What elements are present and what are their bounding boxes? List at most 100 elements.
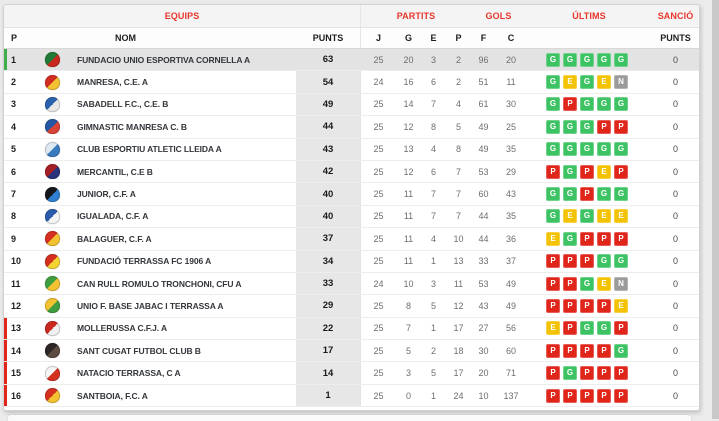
result-box-g: G (546, 75, 560, 90)
points-value: 42 (296, 160, 360, 183)
points-value: 14 (296, 362, 360, 384)
lost-value: 8 (455, 144, 461, 155)
team-row[interactable]: 3 SABADELL F.C., C.E. B 49 25 14 7 4 61 30 G P G G G 0 (4, 93, 699, 117)
result-box-p: P (580, 187, 594, 202)
result-box-p: P (546, 254, 560, 269)
position-number: 11 (11, 278, 21, 289)
result-box-p: P (563, 388, 577, 403)
points-value: 43 (296, 138, 360, 160)
won-value: 11 (403, 211, 414, 222)
won-value: 10 (403, 278, 414, 289)
points-value: 44 (296, 116, 360, 138)
team-row[interactable]: 2 MANRESA, C.E. A 54 24 16 6 2 51 11 G E G E N 0 (4, 71, 699, 94)
team-name: FUNDACIO UNIO ESPORTIVA CORNELLA A (77, 54, 251, 65)
result-box-g: G (563, 187, 577, 202)
position-number: 7 (11, 189, 17, 200)
drawn-value: 3 (430, 278, 436, 289)
played-value: 25 (360, 362, 396, 384)
result-box-n: N (614, 276, 628, 291)
team-row[interactable]: 5 CLUB ESPORTIU ATLETIC LLEIDA A 43 25 13 4 8 4… (4, 138, 699, 161)
goals-against-value: 11 (506, 77, 516, 88)
standings-table-body: 1 FUNDACIO UNIO ESPORTIVA CORNELLA A 63 25 2… (4, 49, 699, 408)
goals-for-value: 43 (478, 300, 489, 311)
result-box-g: G (580, 142, 594, 157)
result-box-p: P (546, 276, 560, 291)
result-box-g: G (563, 366, 577, 381)
result-box-g: G (546, 52, 560, 67)
position-number: 12 (11, 300, 22, 311)
goals-for-value: 44 (478, 211, 489, 222)
team-crest-icon (44, 231, 60, 247)
goals-for-value: 10 (478, 390, 489, 401)
result-box-g: G (580, 75, 594, 90)
result-box-g: G (597, 142, 611, 157)
team-crest-cell (32, 318, 72, 339)
played-value: 24 (360, 71, 396, 93)
played-value: 25 (360, 340, 396, 362)
sanction-points-value: 0 (672, 99, 678, 110)
team-name: SANT CUGAT FUTBOL CLUB B (77, 345, 201, 356)
result-box-g: G (563, 142, 577, 157)
team-name: SABADELL F.C., C.E. B (77, 99, 169, 110)
result-box-e: E (597, 276, 611, 291)
drawn-value: 1 (430, 256, 436, 267)
goals-for-value: 30 (478, 345, 489, 356)
won-value: 11 (403, 233, 414, 244)
result-box-g: G (614, 187, 628, 202)
relegation-marker (4, 384, 7, 407)
col-header-sanction-points: PUNTS (660, 33, 691, 43)
goals-for-value: 20 (478, 368, 489, 379)
team-row[interactable]: 12 UNIO F. BASE JABAC I TERRASSA A 29 25 8 5 1… (4, 295, 699, 318)
played-value: 25 (360, 160, 396, 183)
team-row[interactable]: 1 FUNDACIO UNIO ESPORTIVA CORNELLA A 63 25 2… (4, 49, 699, 72)
result-box-g: G (563, 119, 577, 134)
result-box-g: G (580, 119, 594, 134)
team-name: JUNIOR, C.F. A (77, 189, 136, 200)
team-crest-icon (44, 298, 60, 314)
team-crest-icon (44, 96, 60, 112)
goals-for-value: 60 (478, 189, 489, 200)
played-value: 25 (360, 205, 396, 228)
team-crest-cell (32, 340, 72, 361)
team-row[interactable]: 8 IGUALADA, C.F. A 40 25 11 7 7 44 35 G E G E E 0 (4, 205, 699, 229)
result-box-p: P (563, 298, 577, 313)
position-number: 3 (11, 99, 17, 110)
team-crest-icon (44, 320, 60, 336)
result-box-p: P (546, 298, 560, 313)
result-box-g: G (580, 209, 594, 224)
team-row[interactable]: 6 MERCANTIL, C.E B 42 25 12 6 7 53 29 P G P E P 0 (4, 160, 699, 184)
team-name: CAN RULL ROMULO TRONCHONI, CFU A (77, 278, 242, 289)
team-crest-icon (44, 388, 60, 404)
drawn-value: 7 (430, 189, 436, 200)
goals-against-value: 25 (505, 121, 516, 132)
team-row[interactable]: 15 NATACIO TERRASSA, C A 14 25 3 5 17 20 71 P G P P P… (4, 362, 699, 385)
team-row[interactable]: 14 SANT CUGAT FUTBOL CLUB B 17 25 5 2 18 30 60 P P… (4, 340, 699, 363)
goals-against-value: 56 (505, 323, 516, 334)
team-name: IGUALADA, C.F. A (77, 211, 149, 222)
team-name: NATACIO TERRASSA, C A (77, 368, 181, 379)
team-row[interactable]: 4 GIMNASTIC MANRESA C. B 44 25 12 8 5 49 25 G G G P P… (4, 116, 699, 139)
team-row[interactable]: 13 MOLLERUSSA C.F.J. A 22 25 7 1 17 27 56 E P G G P 0 (4, 317, 699, 341)
result-box-g: G (563, 164, 577, 179)
goals-for-value: 27 (478, 323, 489, 334)
result-box-g: G (546, 142, 560, 157)
goals-against-value: 49 (505, 278, 516, 289)
result-box-e: E (614, 209, 628, 224)
lost-value: 2 (455, 54, 461, 65)
team-row[interactable]: 9 BALAGUER, C.F. A 37 25 11 4 10 44 36 E G P P P 0 (4, 228, 699, 251)
result-box-p: P (597, 298, 611, 313)
team-row[interactable]: 11 CAN RULL ROMULO TRONCHONI, CFU A 33 24 10… (4, 272, 699, 296)
team-row[interactable]: 10 FUNDACIÓ TERRASSA FC 1906 A 34 25 11 1 13 33… (4, 250, 699, 273)
lost-value: 24 (453, 390, 464, 401)
result-box-p: P (546, 388, 560, 403)
team-row[interactable]: 7 JUNIOR, C.F. A 40 25 11 7 7 60 43 G G P G G 0 (4, 183, 699, 206)
sanction-points-value: 0 (672, 256, 678, 267)
team-row[interactable]: 16 SANTBOIA, F.C. A 1 25 0 1 24 10 137 P P P P P 0 (4, 384, 699, 408)
sanction-points-value: 0 (672, 233, 678, 244)
result-box-g: G (597, 187, 611, 202)
